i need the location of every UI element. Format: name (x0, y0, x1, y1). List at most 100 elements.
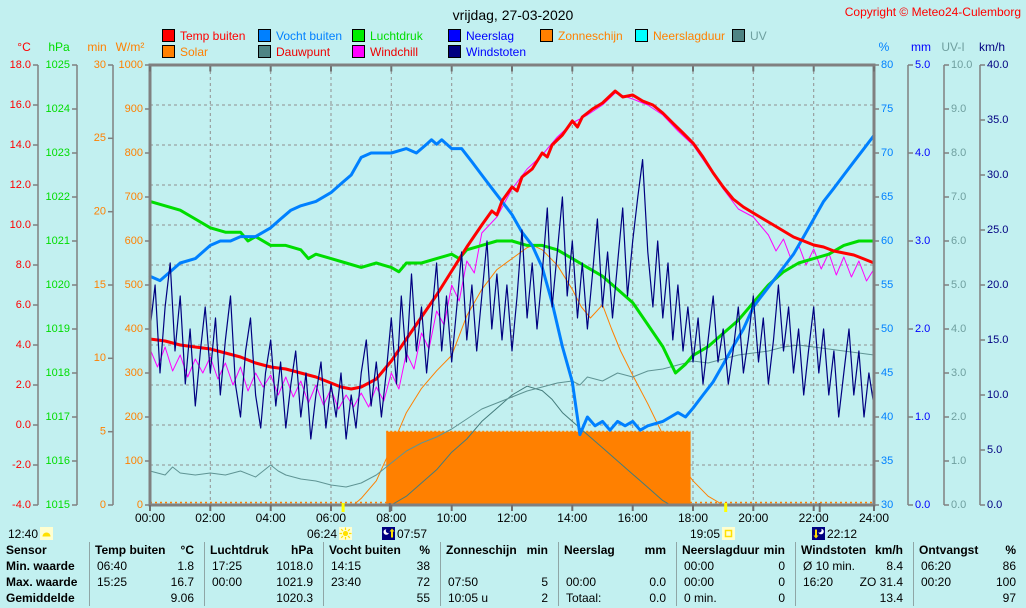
table-cell-value: 72 (416, 575, 430, 589)
table-header-zonneschijn: Zonneschijn (446, 543, 517, 557)
svg-text:1.0: 1.0 (951, 455, 966, 467)
astro-event-1905: 19:05 (690, 527, 736, 541)
legend-label: Neerslagduur (653, 28, 726, 43)
neerslag-swatch-icon (448, 29, 461, 42)
svg-text:0.0: 0.0 (16, 419, 31, 431)
axis-left--c: 18.0 16.0 14.0 12.0 10.0 8.0 6.0 4.0 2.0 0.0 -2.0 -… (10, 40, 39, 511)
axis-right-mm: 5.0 4.0 3.0 2.0 1.0 0.0 mm (907, 40, 931, 511)
svg-text:35.0: 35.0 (987, 114, 1008, 126)
svg-text:1015: 1015 (46, 499, 70, 511)
svg-text:10.0: 10.0 (10, 219, 31, 231)
table-header-windstoten: Windstoten (801, 543, 867, 557)
svg-text:4.0: 4.0 (16, 339, 31, 351)
series-zonneschijn (150, 430, 874, 505)
svg-text:06:00: 06:00 (316, 511, 346, 525)
svg-text:3.0: 3.0 (951, 367, 966, 379)
svg-text:65: 65 (881, 191, 893, 203)
table-column-separator (913, 542, 914, 606)
table-cell-value: ZO 31.4 (859, 575, 903, 589)
table-cell-value: 1.8 (177, 559, 194, 573)
table-header-luchtdruk: Luchtdruk (210, 543, 269, 557)
table-row-label-min-waarde: Min. waarde (6, 559, 75, 573)
table-column-separator (89, 542, 90, 606)
table-cell-time: 23:40 (331, 575, 362, 589)
moon-up-icon (382, 527, 395, 540)
table-cell-value: 86 (1002, 559, 1016, 573)
svg-text:10:00: 10:00 (437, 511, 467, 525)
series-windstoten (149, 159, 875, 440)
legend-label: UV (750, 28, 767, 43)
svg-text:4.0: 4.0 (951, 323, 966, 335)
astro-event-ticks (341, 503, 821, 512)
axis-right-uv-i: 10.0 9.0 8.0 7.0 6.0 5.0 4.0 3.0 2.0 1.0 0.0 UV-I (941, 40, 972, 511)
table-header-unit: min (763, 543, 785, 557)
table-header-unit: hPa (290, 543, 313, 557)
svg-text:1021: 1021 (46, 235, 70, 247)
svg-text:30: 30 (94, 59, 106, 71)
svg-text:5.0: 5.0 (915, 59, 930, 71)
svg-text:-4.0: -4.0 (12, 499, 31, 511)
svg-text:18:00: 18:00 (678, 511, 708, 525)
svg-text:25.0: 25.0 (987, 224, 1008, 236)
legend-label: Zonneschijn (558, 28, 623, 43)
windstoten-swatch-icon (448, 45, 461, 58)
svg-text:0.0: 0.0 (987, 499, 1002, 511)
table-cell-time: Totaal: (566, 591, 602, 605)
table-cell-value: 1021.9 (276, 575, 313, 589)
svg-text:%: % (879, 40, 890, 54)
table-header-unit: mm (644, 543, 666, 557)
svg-text:70: 70 (881, 147, 893, 159)
table-row-label-gemiddelde: Gemiddelde (6, 591, 75, 605)
svg-text:hPa: hPa (48, 40, 70, 54)
svg-text:0.0: 0.0 (915, 499, 930, 511)
svg-text:3.0: 3.0 (915, 235, 930, 247)
table-header-neerslagduur: Neerslagduur (682, 543, 760, 557)
table-cell-time: 16:20 (803, 575, 834, 589)
axis-right-km-h: 40.0 35.0 30.0 25.0 20.0 15.0 10.0 5.0 0.0 km/h (979, 40, 1008, 511)
chart-svg: 18.0 16.0 14.0 12.0 10.0 8.0 6.0 4.0 2.0 0.0 -2.0 -… (10, 40, 1009, 525)
legend-item-zonneschijn: Zonneschijn (540, 28, 623, 43)
table-cell-time: 0 min. (684, 591, 717, 605)
moon-icon (40, 527, 54, 540)
legend-item-dauwpunt: Dauwpunt (258, 44, 331, 59)
svg-text:-2.0: -2.0 (12, 459, 31, 471)
svg-text:6.0: 6.0 (16, 299, 31, 311)
table-header-temp-buiten: Temp buiten (95, 543, 166, 557)
svg-text:40.0: 40.0 (987, 59, 1008, 71)
svg-text:10: 10 (94, 352, 106, 364)
table-cell-time: Ø 10 min. (803, 559, 856, 573)
astro-event-2212: 22:12 (812, 527, 857, 541)
legend-label: Neerslag (466, 28, 515, 43)
axis-right--: 80 75 70 65 60 55 50 45 40 35 30% (874, 40, 893, 511)
svg-text:100: 100 (125, 455, 143, 467)
legend-label: Windstoten (466, 44, 527, 59)
svg-text:0: 0 (100, 499, 106, 511)
table-cell-time: 00:00 (684, 575, 715, 589)
table-header-unit: % (1005, 543, 1016, 557)
svg-text:°C: °C (17, 40, 31, 54)
table-column-separator (440, 542, 441, 606)
table-cell-value: 8.4 (886, 559, 903, 573)
svg-text:1020: 1020 (46, 279, 70, 291)
page-title: vrijdag, 27-03-2020 (452, 7, 574, 23)
neerslagduur-swatch-icon (635, 29, 648, 42)
svg-text:1023: 1023 (46, 147, 70, 159)
table-header-unit: min (526, 543, 548, 557)
legend-label: Dauwpunt (276, 44, 331, 59)
legend-label: Solar (180, 44, 209, 59)
legend-item-temp-buiten: Temp buiten (162, 29, 245, 43)
svg-text:km/h: km/h (979, 40, 1005, 54)
astro-event-0624: 06:24 (307, 527, 353, 541)
table-header-sensor: Sensor (6, 543, 47, 557)
table-cell-time: 07:50 (448, 575, 479, 589)
svg-text:500: 500 (125, 279, 143, 291)
svg-text:10.0: 10.0 (987, 389, 1008, 401)
svg-text:0: 0 (137, 499, 143, 511)
svg-text:200: 200 (125, 411, 143, 423)
svg-text:55: 55 (881, 279, 893, 291)
svg-text:2.0: 2.0 (951, 411, 966, 423)
svg-text:14.0: 14.0 (10, 139, 31, 151)
table-header-neerslag: Neerslag (564, 543, 615, 557)
table-column-separator (323, 542, 324, 606)
